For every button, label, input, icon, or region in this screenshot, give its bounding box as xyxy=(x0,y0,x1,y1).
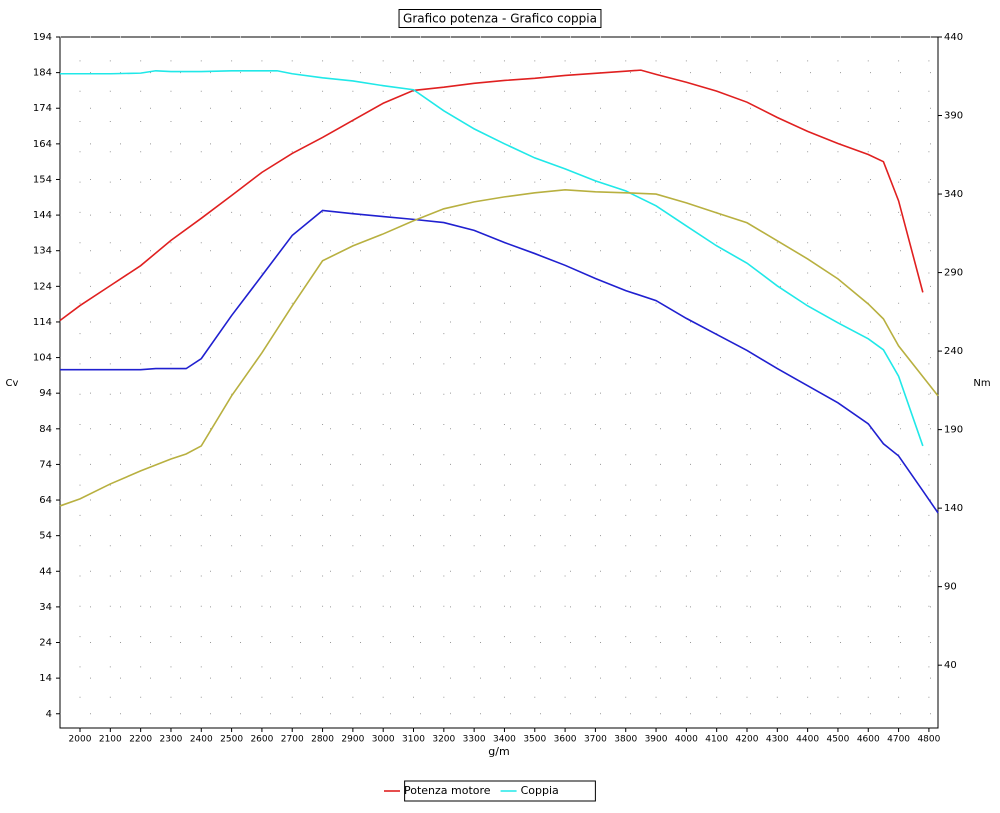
y-tick-label: 44 xyxy=(39,566,52,577)
x-tick-label: 2000 xyxy=(69,735,92,745)
y2-tick-label: 340 xyxy=(944,189,963,200)
y-tick-label: 154 xyxy=(33,174,52,185)
x-tick-label: 2700 xyxy=(281,735,304,745)
y-tick-label: 134 xyxy=(33,246,52,257)
y2-tick-label: 290 xyxy=(944,268,963,279)
x-tick-label: 3900 xyxy=(645,735,668,745)
series-line xyxy=(60,69,924,447)
x-tick-label: 3000 xyxy=(372,735,395,745)
x-tick-label: 3500 xyxy=(523,735,546,745)
y2-tick-label: 140 xyxy=(944,503,963,514)
x-tick-label: 2200 xyxy=(129,735,152,745)
x-tick-label: 2300 xyxy=(160,735,183,745)
y-tick-label: 164 xyxy=(33,139,52,150)
y2-tick-label: 190 xyxy=(944,425,963,436)
x-tick-label: 4800 xyxy=(917,735,940,745)
x-tick-label: 3200 xyxy=(432,735,455,745)
x-tick-label: 3400 xyxy=(493,735,516,745)
legend-label: Potenza motore xyxy=(404,784,491,797)
x-tick-label: 2800 xyxy=(311,735,334,745)
y2-tick-label: 240 xyxy=(944,346,963,357)
x-tick-label: 4100 xyxy=(705,735,728,745)
y-axis-label: Cv xyxy=(6,378,19,389)
y-tick-label: 184 xyxy=(33,68,52,79)
y-tick-label: 34 xyxy=(39,602,52,613)
x-tick-label: 4300 xyxy=(766,735,789,745)
y-tick-label: 104 xyxy=(33,353,52,364)
y-tick-label: 144 xyxy=(33,210,52,221)
x-tick-label: 4400 xyxy=(796,735,819,745)
title-box xyxy=(398,9,602,28)
chart-title: Grafico potenza - Grafico coppia xyxy=(403,12,597,26)
x-tick-label: 3800 xyxy=(614,735,637,745)
x-tick-label: 4700 xyxy=(887,735,910,745)
x-tick-label: 3300 xyxy=(463,735,486,745)
y2-tick-label: 90 xyxy=(944,582,957,593)
x-tick-label: 2100 xyxy=(99,735,122,745)
y2-tick-label: 390 xyxy=(944,111,963,122)
y2-axis-label: Nm xyxy=(973,378,990,389)
x-tick-label: 2400 xyxy=(190,735,213,745)
x-tick-label: 4200 xyxy=(736,735,759,745)
x-axis-label: g/m xyxy=(488,745,509,758)
x-tick-label: 4500 xyxy=(826,735,849,745)
y-tick-label: 54 xyxy=(39,531,52,542)
y-tick-label: 124 xyxy=(33,281,52,292)
y-tick-label: 114 xyxy=(33,317,52,328)
y2-tick-label: 440 xyxy=(944,32,963,43)
x-tick-label: 4600 xyxy=(857,735,880,745)
legend-label: Coppia xyxy=(521,784,559,797)
x-tick-label: 4000 xyxy=(675,735,698,745)
series-line xyxy=(59,189,939,507)
plot-frame xyxy=(59,36,939,729)
x-tick-label: 2600 xyxy=(250,735,273,745)
y-tick-label: 174 xyxy=(33,103,52,114)
y-tick-label: 64 xyxy=(39,495,52,506)
y-tick-label: 94 xyxy=(39,388,52,399)
x-tick-label: 2900 xyxy=(341,735,364,745)
y2-tick-label: 40 xyxy=(944,660,957,671)
x-tick-label: 3700 xyxy=(584,735,607,745)
series-line xyxy=(59,69,924,322)
y-tick-label: 194 xyxy=(33,32,52,43)
x-tick-label: 3100 xyxy=(402,735,425,745)
legend-box xyxy=(404,780,596,802)
series-line xyxy=(60,209,939,514)
y-tick-label: 4 xyxy=(46,709,52,720)
y-tick-label: 74 xyxy=(39,459,52,470)
y-tick-label: 14 xyxy=(39,673,52,684)
x-tick-label: 2500 xyxy=(220,735,243,745)
y-tick-label: 24 xyxy=(39,638,52,649)
x-tick-label: 3600 xyxy=(554,735,577,745)
y-tick-label: 84 xyxy=(39,424,52,435)
